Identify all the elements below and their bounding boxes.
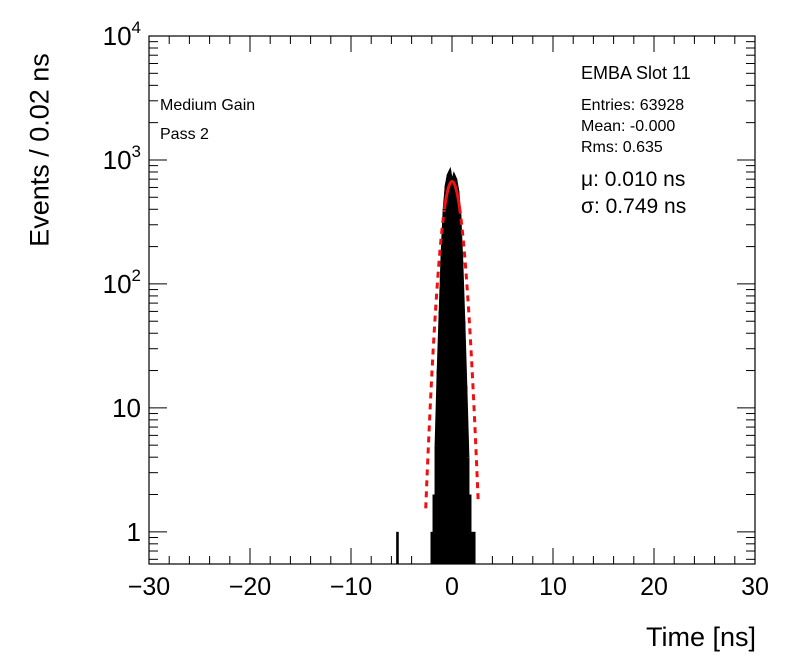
fit-curve-left-tail — [424, 209, 446, 509]
x-axis-label: Time [ns] — [645, 622, 756, 652]
fit-curve-core — [442, 180, 462, 210]
fit-sigma: σ: 0.749 ns — [581, 195, 687, 218]
x-tick-label: −20 — [229, 573, 271, 601]
y-tick-label: 1 — [127, 517, 141, 547]
y-tick-label: 104 — [103, 18, 141, 51]
tick-labels: −30 −20 −10 0 10 20 30 1 10 102 103 104 — [103, 18, 769, 601]
y-tick-label: 102 — [103, 266, 141, 299]
stats-mean: Mean: -0.000 — [581, 118, 676, 135]
x-tick-label: 20 — [640, 573, 668, 601]
x-tick-label: 30 — [741, 573, 769, 601]
x-tick-label: 10 — [539, 573, 567, 601]
y-axis-label: Events / 0.02 ns — [24, 53, 55, 247]
x-tick-label: −30 — [128, 573, 170, 601]
stats-entries: Entries: 63928 — [581, 97, 685, 114]
plot-frame — [148, 35, 756, 565]
data-layer — [396, 166, 480, 564]
annotation-gain: Medium Gain — [160, 97, 256, 114]
chart-title: EMBA Slot 11 — [581, 63, 691, 83]
y-tick-label: 103 — [103, 142, 141, 175]
annotation-pass: Pass 2 — [160, 126, 209, 143]
fit-mu: μ: 0.010 ns — [581, 168, 686, 191]
x-tick-label: −10 — [330, 573, 372, 601]
y-tick-label: 10 — [112, 393, 141, 423]
x-tick-label: 0 — [445, 573, 459, 601]
stats-rms: Rms: 0.635 — [581, 139, 663, 156]
fit-curve-right-tail — [458, 207, 480, 501]
